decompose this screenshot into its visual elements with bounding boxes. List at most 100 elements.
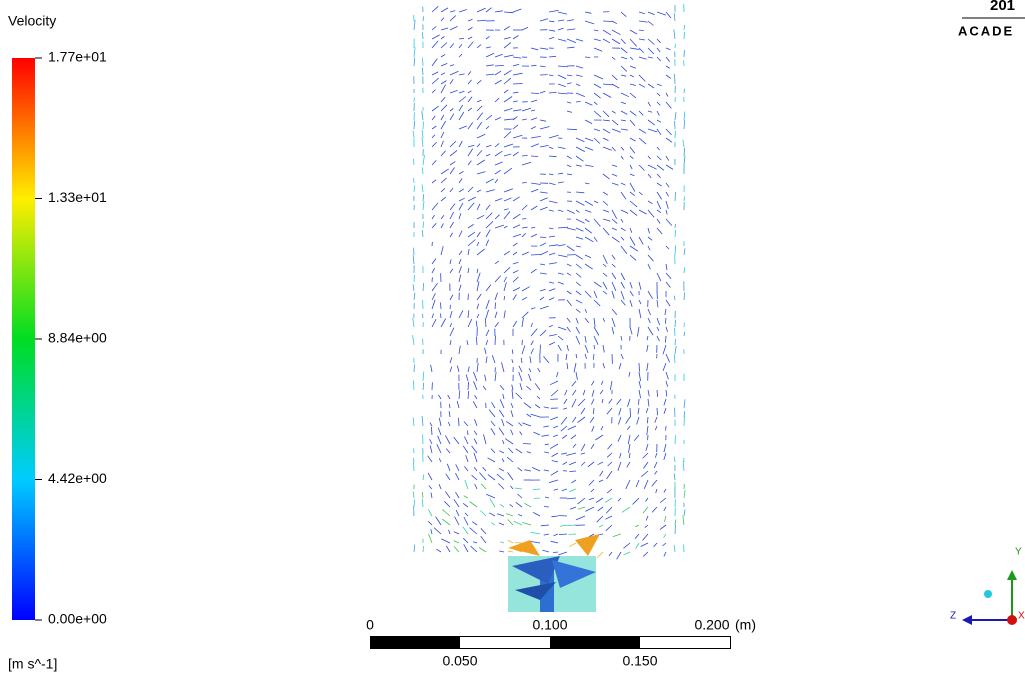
velocity-vector [675, 112, 676, 120]
velocity-vector [612, 174, 617, 176]
velocity-vector [450, 269, 453, 273]
velocity-vector [552, 453, 558, 457]
velocity-vector [647, 417, 648, 423]
velocity-vector [495, 261, 499, 264]
velocity-vector [664, 444, 666, 452]
velocity-vector [508, 448, 513, 453]
velocity-vector [524, 503, 531, 507]
velocity-vector [684, 267, 685, 273]
velocity-vector [459, 54, 462, 57]
velocity-vector [513, 197, 520, 201]
velocity-vector [486, 179, 494, 183]
velocity-vector [450, 114, 454, 120]
velocity-vector [590, 417, 594, 423]
velocity-vector [513, 92, 518, 93]
velocity-vector [628, 435, 630, 444]
velocity-vector [457, 366, 459, 372]
velocity-vector [558, 227, 568, 228]
velocity-vector [621, 48, 627, 53]
velocity-vector [639, 138, 646, 144]
velocity-vector [495, 322, 499, 327]
triad-label: Z [950, 611, 956, 622]
velocity-vector [477, 190, 481, 192]
velocity-vector [504, 70, 512, 75]
velocity-vector [645, 525, 648, 528]
velocity-vector [459, 418, 460, 426]
velocity-vector [603, 201, 608, 206]
velocity-vector [432, 135, 435, 138]
velocity-vector [596, 498, 603, 503]
velocity-vector [644, 480, 648, 489]
legend-units: [m s^-1] [8, 656, 57, 672]
velocity-vector [558, 28, 564, 30]
velocity-vector [495, 293, 498, 300]
velocity-vector [513, 64, 519, 66]
velocity-vector [522, 183, 527, 184]
velocity-vector [474, 467, 477, 471]
velocity-vector [486, 145, 491, 147]
velocity-vector [639, 75, 645, 81]
velocity-vector [477, 242, 479, 246]
velocity-vector [495, 225, 504, 228]
velocity-vector [468, 367, 469, 373]
velocity-vector [423, 32, 424, 39]
velocity-vector [540, 91, 545, 93]
velocity-vector [603, 210, 609, 212]
velocity-vector [491, 421, 495, 426]
velocity-vector [567, 291, 571, 294]
velocity-vector [434, 528, 441, 534]
velocity-vector [603, 291, 607, 294]
velocity-vector [422, 492, 423, 498]
velocity-vector [504, 37, 511, 39]
velocity-vector [543, 426, 549, 427]
velocity-vector [603, 219, 610, 221]
velocity-vector [491, 428, 495, 435]
velocity-vector [459, 346, 460, 354]
velocity-vector [565, 390, 567, 395]
velocity-vector [648, 264, 650, 269]
velocity-vector [630, 183, 635, 192]
velocity-vector [533, 489, 540, 490]
velocity-vector [445, 435, 450, 444]
velocity-vector [477, 106, 482, 111]
velocity-vector [621, 12, 626, 17]
velocity-vector [476, 337, 477, 346]
velocity-vector [441, 319, 446, 328]
velocity-vector [512, 390, 513, 399]
velocity-vector [576, 300, 582, 303]
velocity-vector [534, 432, 541, 435]
velocity-vector [512, 350, 513, 355]
velocity-vector [652, 507, 657, 512]
velocity-vector [627, 426, 630, 430]
velocity-vector [504, 209, 509, 210]
velocity-vector [432, 300, 435, 309]
velocity-vector [551, 471, 558, 475]
velocity-vector [431, 493, 432, 498]
velocity-vector [603, 264, 606, 267]
velocity-vector [516, 393, 522, 399]
velocity-vector [576, 354, 577, 358]
velocity-vector [529, 368, 531, 372]
velocity-vector [621, 102, 626, 104]
velocity-vector [414, 178, 415, 183]
velocity-vector [522, 312, 528, 318]
velocity-vector [549, 156, 557, 157]
velocity-vector [549, 282, 554, 283]
velocity-vector [589, 480, 594, 485]
velocity-vector [603, 84, 613, 85]
velocity-vector [666, 75, 671, 78]
velocity-vector [583, 390, 585, 395]
velocity-vector [585, 57, 590, 58]
velocity-vector [665, 309, 666, 315]
velocity-vector [648, 399, 649, 406]
velocity-vector [504, 55, 514, 57]
velocity-vector [567, 264, 571, 266]
velocity-vector [483, 467, 486, 471]
velocity-vector [639, 363, 640, 372]
velocity-vector [558, 93, 567, 94]
velocity-vector [464, 496, 468, 498]
velocity-vector [450, 204, 455, 210]
velocity-vector [639, 39, 645, 40]
velocity-vector [489, 513, 495, 516]
velocity-vector [558, 552, 567, 555]
